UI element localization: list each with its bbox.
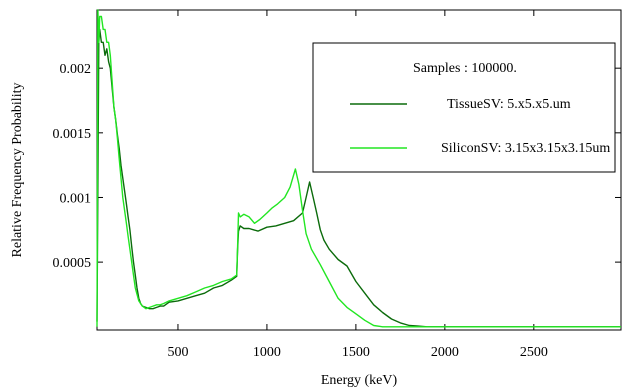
x-axis-ticks: 500 1000 1500 2000 2500 [167,10,548,360]
y-axis-label: Relative Frequency Probability [10,83,25,258]
legend-header: Samples : 100000. [413,61,517,76]
legend: Samples : 100000. TissueSV: 5.x5.x5.um S… [312,42,616,173]
legend-label-silicon: SiliconSV: 3.15x3.15x3.15um [441,141,610,156]
x-tick-label: 2000 [431,345,459,360]
series-lines [96,9,621,328]
legend-box [312,42,616,173]
x-tick-label: 1000 [253,345,281,360]
y-tick-label: 0.001 [60,191,92,206]
x-tick-label: 1500 [342,345,370,360]
legend-label-tissue: TissueSV: 5.x5.x5.um [447,97,571,112]
y-tick-label: 0.0015 [53,127,92,142]
series-line-silicon [96,9,621,328]
y-tick-label: 0.0005 [53,256,92,271]
y-tick-label: 0.002 [60,62,92,77]
x-tick-label: 2500 [520,345,548,360]
x-tick-label: 500 [167,345,188,360]
x-axis-label: Energy (keV) [321,373,398,388]
